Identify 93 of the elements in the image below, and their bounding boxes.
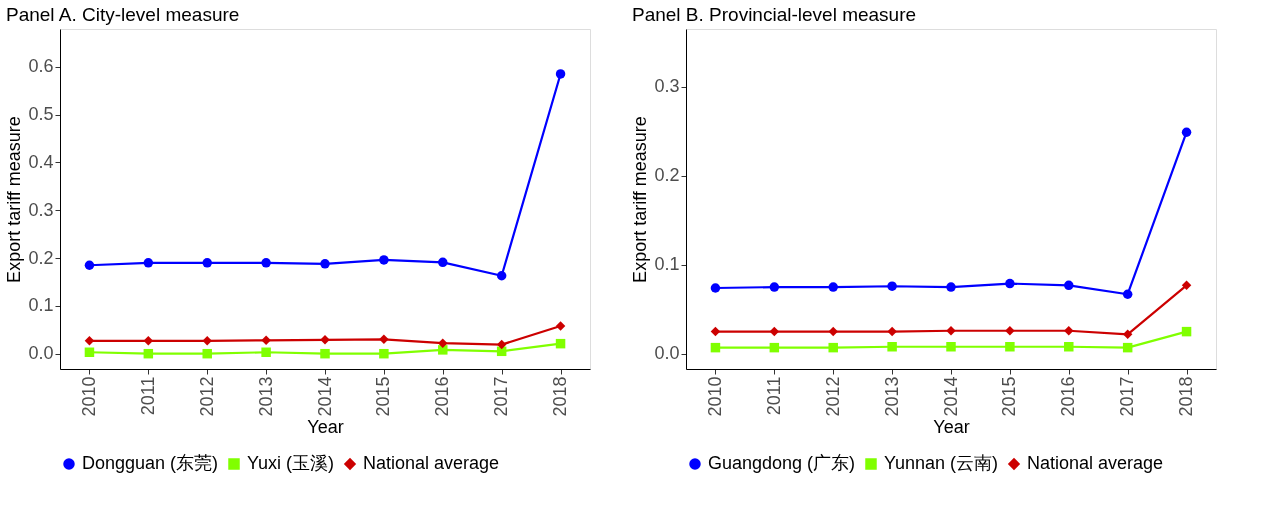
legend-label: Dongguan (东莞)	[82, 453, 219, 473]
point	[496, 339, 507, 350]
point	[1064, 280, 1074, 291]
y-tick-label: 0.6	[28, 56, 54, 77]
point	[1181, 127, 1192, 137]
point	[496, 271, 507, 281]
point	[1064, 342, 1074, 352]
point	[1181, 280, 1192, 291]
point	[261, 335, 271, 346]
point	[555, 69, 566, 79]
y-tick-label: 0.1	[654, 254, 680, 275]
x-tick-label: 2010	[704, 376, 725, 417]
x-tick-label: 2016	[1058, 376, 1079, 417]
y-tick-label: 0.0	[28, 343, 54, 364]
legend-label: National average	[363, 453, 500, 473]
point	[1122, 289, 1133, 299]
y-tick-label: 0.2	[28, 247, 54, 268]
point	[555, 321, 566, 331]
x-tick-label: 2018	[1176, 376, 1197, 417]
y-tick-label: 0.0	[654, 343, 680, 364]
point	[710, 342, 721, 353]
point	[946, 282, 956, 292]
x-axis-title: Year	[933, 416, 970, 437]
point	[438, 257, 448, 268]
x-tick-label: 2014	[940, 376, 961, 417]
point	[84, 336, 95, 346]
x-tick-label: 2016	[432, 376, 453, 417]
point	[1005, 278, 1015, 289]
y-tick-label: 0.2	[654, 165, 680, 186]
x-tick-label: 2011	[763, 376, 784, 416]
y-axis-title: Export tariff measure	[630, 116, 651, 283]
y-tick-label: 0.3	[28, 199, 54, 220]
legend-label: Yunnan (云南)	[884, 453, 999, 473]
x-tick-label: 2014	[314, 376, 335, 417]
x-tick-label: 2013	[881, 376, 902, 417]
point	[769, 342, 780, 353]
point	[769, 326, 780, 337]
x-tick-label: 2012	[822, 376, 843, 417]
point	[710, 283, 721, 293]
point	[379, 255, 389, 265]
legend-label: Yuxi (玉溪)	[247, 453, 335, 473]
point	[828, 342, 838, 353]
y-tick-label: 0.4	[28, 151, 54, 172]
point	[320, 259, 330, 269]
x-tick-label: 2013	[255, 376, 276, 417]
point	[769, 282, 780, 292]
x-tick-label: 2012	[196, 376, 217, 417]
point	[202, 258, 212, 268]
point	[438, 345, 448, 355]
point	[261, 347, 271, 358]
point	[828, 282, 838, 292]
chart-title: Panel A. City-level measure	[5, 4, 240, 25]
point	[1181, 326, 1192, 337]
point	[1064, 325, 1074, 336]
point	[143, 258, 154, 268]
point	[946, 325, 956, 336]
y-tick-label: 0.1	[28, 295, 54, 316]
point	[261, 258, 271, 268]
x-tick-label: 2011	[137, 376, 158, 416]
point	[946, 342, 956, 352]
legend-label: Guangdong (广东)	[708, 453, 856, 473]
point	[887, 326, 897, 337]
y-tick-label: 0.5	[28, 104, 54, 125]
point	[710, 326, 721, 337]
x-tick-label: 2017	[491, 376, 512, 417]
point	[143, 348, 154, 359]
x-axis-title: Year	[307, 416, 344, 437]
x-tick-label: 2018	[550, 376, 571, 417]
point	[1005, 342, 1015, 352]
point	[202, 348, 212, 359]
x-tick-label: 2017	[1117, 376, 1138, 417]
point	[143, 336, 154, 346]
point	[379, 334, 389, 345]
point	[828, 326, 838, 337]
point	[84, 260, 95, 270]
point	[887, 281, 897, 291]
point	[202, 336, 212, 346]
x-tick-label: 2015	[373, 376, 394, 417]
point	[1122, 342, 1133, 353]
point	[320, 348, 330, 359]
point	[887, 342, 897, 352]
x-tick-label: 2015	[999, 376, 1020, 417]
point	[438, 338, 448, 348]
point	[1122, 329, 1133, 340]
point	[379, 348, 389, 359]
y-axis-title: Export tariff measure	[4, 116, 25, 283]
chart-title: Panel B. Provincial-level measure	[631, 4, 917, 25]
legend-label: National average	[1027, 453, 1164, 473]
point	[1005, 325, 1015, 336]
y-tick-label: 0.3	[654, 76, 680, 97]
x-tick-label: 2010	[78, 376, 99, 417]
point	[555, 338, 566, 349]
point	[84, 347, 95, 358]
